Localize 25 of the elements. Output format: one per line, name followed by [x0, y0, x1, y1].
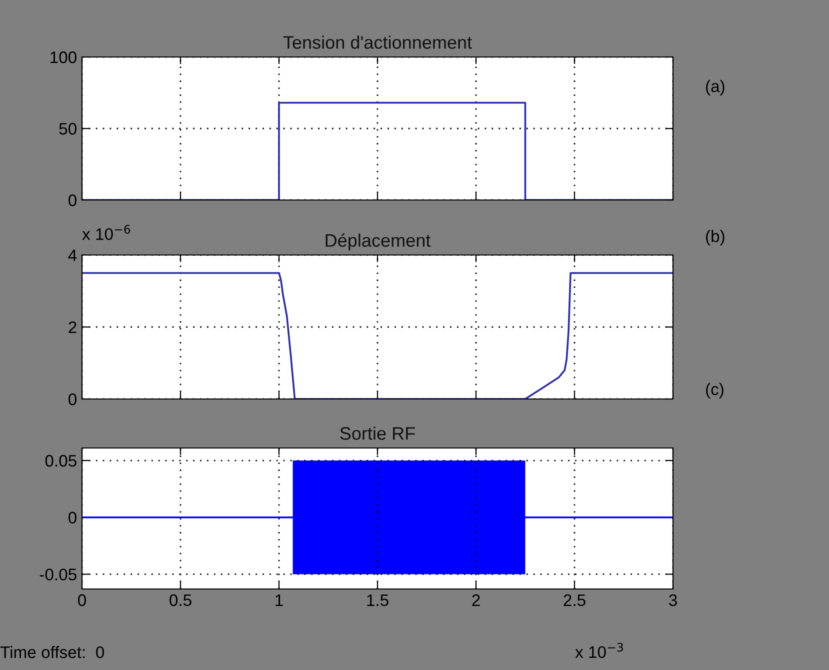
text: x 10$^{−3}$	[575, 642, 623, 658]
chart-title: Sortie RF	[340, 426, 415, 440]
y-tick-label: 0	[68, 393, 76, 406]
y-tick-label: 4	[68, 250, 77, 262]
x-tick-label: 2.5	[564, 594, 586, 606]
text: Time offset: 0	[0, 646, 104, 658]
y-tick-label: 100	[50, 51, 76, 64]
text: (b)	[706, 230, 724, 246]
y-tick-label: 0	[68, 194, 76, 206]
x-tick-label: 1.5	[367, 594, 388, 606]
text: x 10$^{−6}$	[82, 224, 130, 240]
x-tick-label: 2	[472, 594, 480, 606]
y-tick-label: 2	[68, 321, 76, 334]
chart-title: Tension d'actionnement	[283, 36, 472, 49]
text: (a)	[706, 80, 724, 96]
x-tick-label: 0	[78, 594, 86, 606]
x-tick-label: 3	[669, 594, 677, 606]
x-tick-label: 0.5	[170, 594, 192, 606]
y-tick-label: 0.05	[45, 454, 76, 467]
x-tick-label: 1	[276, 594, 283, 606]
y-tick-label: 0	[68, 512, 76, 524]
chart-title: Déplacement	[326, 233, 431, 250]
y-tick-label: -0.05	[40, 568, 76, 580]
text: (c)	[706, 382, 724, 398]
y-tick-label: 50	[59, 122, 76, 135]
